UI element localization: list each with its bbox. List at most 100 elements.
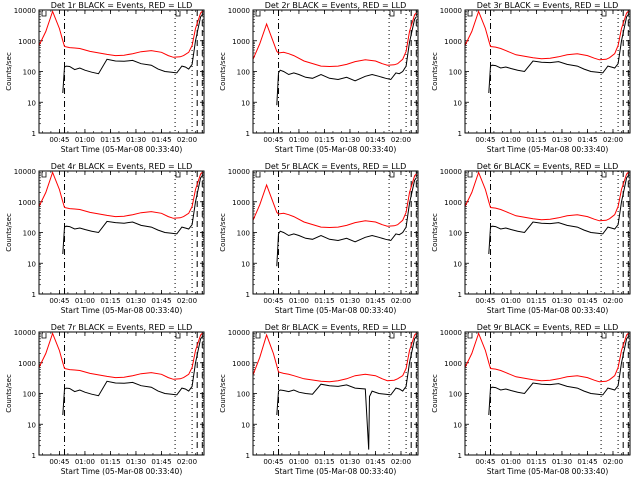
- y-tick-label: 1: [458, 130, 462, 138]
- x-tick-label: 01:45: [365, 297, 385, 305]
- y-tick-label: 1: [32, 452, 36, 460]
- y-axis-label: Counts/sec: [5, 374, 13, 413]
- series-line-events: [276, 177, 417, 267]
- x-tick-label: 00:45: [475, 297, 495, 305]
- bracket-mark: [389, 11, 395, 17]
- series-line-events: [62, 14, 203, 94]
- bracket-mark: [255, 172, 261, 178]
- y-axis-label: Counts/sec: [5, 213, 13, 252]
- y-tick-label: 1: [246, 130, 250, 138]
- series-line-lld: [252, 12, 417, 68]
- y-tick-label: 10: [27, 99, 36, 107]
- x-tick-label: 01:30: [126, 297, 146, 305]
- y-tick-label: 1000: [232, 199, 250, 207]
- y-tick-label: 100: [237, 391, 250, 399]
- bracket-mark: [389, 172, 395, 178]
- bracket-mark: [41, 333, 47, 339]
- x-tick-label: 01:45: [577, 297, 597, 305]
- x-axis-label: Start Time (05-Mar-08 00:33:40): [61, 145, 183, 154]
- y-tick-label: 10: [27, 421, 36, 429]
- x-tick-label: 01:30: [552, 136, 572, 144]
- y-tick-label: 10000: [14, 329, 36, 337]
- plot-frame: [464, 9, 631, 134]
- y-tick-label: 1000: [232, 38, 250, 46]
- x-tick-label: 01:30: [340, 297, 360, 305]
- x-axis-label: Start Time (05-Mar-08 00:33:40): [275, 467, 397, 476]
- x-tick-label: 01:30: [126, 136, 146, 144]
- x-tick-label: 01:45: [151, 136, 171, 144]
- x-tick-label: 01:45: [365, 136, 385, 144]
- plot-frame: [38, 331, 205, 456]
- y-tick-label: 10000: [440, 329, 462, 337]
- chart-title: Det 9r BLACK = Events, RED = LLD: [477, 323, 619, 332]
- y-tick-label: 1000: [444, 38, 462, 46]
- y-tick-label: 10: [453, 260, 462, 268]
- series-line-events: [276, 16, 417, 106]
- y-tick-label: 1: [246, 452, 250, 460]
- x-axis-label: Start Time (05-Mar-08 00:33:40): [275, 306, 397, 315]
- series-line-lld: [38, 331, 203, 380]
- bracket-mark: [175, 172, 181, 178]
- x-tick-label: 02:00: [391, 136, 411, 144]
- bracket-mark: [255, 11, 261, 17]
- x-axis-label: Start Time (05-Mar-08 00:33:40): [487, 145, 609, 154]
- y-tick-label: 10: [453, 421, 462, 429]
- bracket-mark: [389, 333, 395, 339]
- y-axis-label: Counts/sec: [431, 52, 439, 91]
- series-line-events: [62, 336, 203, 416]
- bracket-mark: [467, 11, 473, 17]
- y-tick-label: 100: [449, 230, 462, 238]
- y-tick-label: 100: [23, 230, 36, 238]
- x-tick-label: 01:00: [289, 297, 309, 305]
- chart-title: Det 8r BLACK = Events, RED = LLD: [265, 323, 407, 332]
- chart-panel: Det 7r BLACK = Events, RED = LLD Counts/s…: [5, 323, 205, 476]
- y-tick-label: 1000: [232, 360, 250, 368]
- series-line-events: [488, 14, 629, 94]
- x-tick-label: 00:45: [475, 136, 495, 144]
- bracket-mark: [175, 11, 181, 17]
- x-tick-label: 01:00: [289, 136, 309, 144]
- y-tick-label: 10000: [228, 7, 250, 15]
- chart-panel: Det 1r BLACK = Events, RED = LLD Counts/s…: [5, 1, 205, 154]
- x-tick-label: 02:00: [391, 297, 411, 305]
- x-tick-label: 01:00: [289, 458, 309, 466]
- x-tick-label: 01:15: [314, 136, 334, 144]
- y-axis-label: Counts/sec: [5, 52, 13, 91]
- y-tick-label: 1: [32, 291, 36, 299]
- plot-frame: [252, 170, 419, 295]
- y-axis-label: Counts/sec: [431, 374, 439, 413]
- x-tick-label: 00:45: [263, 458, 283, 466]
- x-tick-label: 01:45: [577, 458, 597, 466]
- x-tick-label: 01:00: [501, 297, 521, 305]
- x-tick-label: 01:00: [75, 458, 95, 466]
- series-line-lld: [38, 170, 203, 219]
- chart-panel: Det 4r BLACK = Events, RED = LLD Counts/s…: [5, 162, 205, 315]
- series-line-lld: [464, 9, 629, 61]
- chart-title: Det 5r BLACK = Events, RED = LLD: [265, 162, 407, 171]
- x-tick-label: 02:00: [603, 136, 623, 144]
- y-tick-label: 100: [449, 69, 462, 77]
- bracket-mark: [467, 172, 473, 178]
- series-line-lld: [252, 173, 417, 229]
- x-tick-label: 01:00: [501, 458, 521, 466]
- x-tick-label: 02:00: [391, 458, 411, 466]
- chart-title: Det 6r BLACK = Events, RED = LLD: [477, 162, 619, 171]
- plot-frame: [38, 170, 205, 295]
- y-tick-label: 10000: [14, 168, 36, 176]
- y-tick-label: 1000: [18, 38, 36, 46]
- y-axis-label: Counts/sec: [219, 213, 227, 252]
- chart-title: Det 4r BLACK = Events, RED = LLD: [51, 162, 193, 171]
- chart-panel: Det 6r BLACK = Events, RED = LLD Counts/s…: [431, 162, 631, 315]
- plot-frame: [464, 331, 631, 456]
- bracket-mark: [601, 11, 607, 17]
- x-tick-label: 01:00: [75, 297, 95, 305]
- x-tick-label: 01:30: [340, 458, 360, 466]
- y-tick-label: 1: [458, 452, 462, 460]
- y-tick-label: 10000: [228, 329, 250, 337]
- x-tick-label: 00:45: [49, 136, 69, 144]
- x-tick-label: 02:00: [177, 297, 197, 305]
- plot-frame: [252, 331, 419, 456]
- chart-title: Det 7r BLACK = Events, RED = LLD: [51, 323, 193, 332]
- x-tick-label: 00:45: [49, 297, 69, 305]
